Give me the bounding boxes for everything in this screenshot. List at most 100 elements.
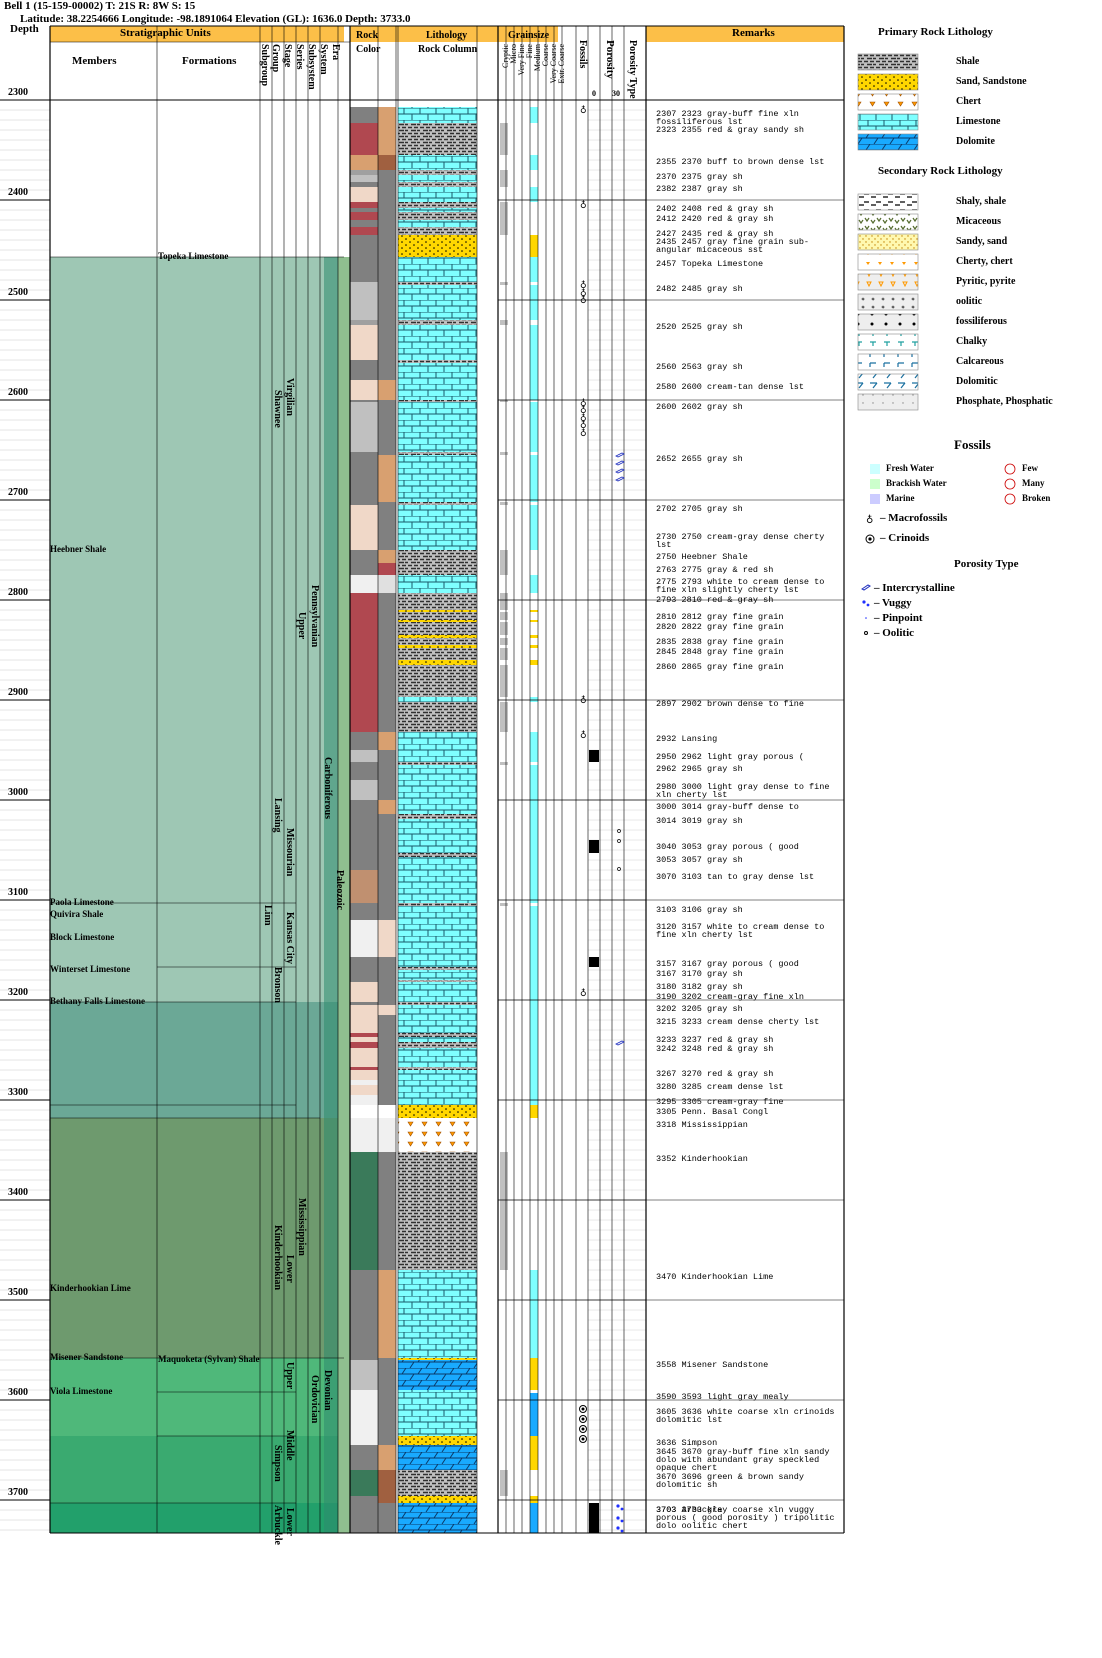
rock-color-a (350, 635, 378, 638)
remark-entry: 3242 3248 red & gray sh (656, 1044, 774, 1054)
rock-color-a (350, 732, 378, 750)
depth-tick-label: 2800 (8, 587, 28, 598)
vuggy-icon (866, 603, 870, 607)
remark-entry: 2652 2655 gray sh (656, 454, 743, 464)
grainsize-bar (530, 1360, 538, 1390)
rock-color-b (378, 635, 396, 638)
stage-label: Middle (284, 1430, 295, 1461)
grainsize-bar (530, 906, 538, 1105)
vuggy-mark (616, 1504, 620, 1508)
legend-primary-item: Shale (956, 56, 980, 67)
members-header: Members (72, 55, 117, 67)
lithology-interval (398, 325, 477, 360)
grainsize-bar (530, 187, 538, 202)
grainsize-bar (500, 452, 508, 455)
rock-color-b (378, 870, 396, 903)
rock-color-a (350, 360, 378, 363)
lithology-interval (398, 765, 477, 780)
legend-primary-item: Chert (956, 96, 981, 107)
grainsize-bar (500, 593, 508, 610)
rock-color-b (378, 505, 396, 530)
rock-color-b (378, 1070, 396, 1080)
rock-color-b (378, 282, 396, 285)
legend-secondary-item-swatch (857, 293, 919, 311)
lithology-interval (398, 780, 477, 800)
rock-color-b (378, 593, 396, 610)
porosity-type-label: – Vuggy (874, 597, 912, 609)
rock-color-b (378, 906, 396, 920)
legend-primary-title: Primary Rock Lithology (878, 26, 993, 38)
rock-color-b (378, 765, 396, 780)
group-label: Shawnee (272, 390, 283, 428)
legend-primary-item-swatch (857, 133, 919, 151)
oolitic-mark (617, 829, 621, 833)
rock-color-a (350, 170, 378, 175)
rock-color-b (378, 1037, 396, 1042)
rock-color-a (350, 380, 378, 400)
grainsize-bar (530, 107, 538, 123)
macrofossil-mark: ♁ (580, 200, 587, 211)
porosity-type-header: Porosity Type (627, 40, 638, 99)
rock-color-b (378, 853, 396, 857)
vuggy-mark (620, 1519, 624, 1523)
lithology-interval (398, 400, 477, 402)
rock-color-b (378, 982, 396, 990)
stage-label: Kansas City (284, 912, 295, 964)
lithology-interval (398, 800, 477, 814)
macrofossil-mark: ♁ (580, 105, 587, 116)
legend-secondary-item-swatch (857, 233, 919, 251)
depth-tick-label: 2600 (8, 387, 28, 398)
member-label: Viola Limestone (50, 1386, 113, 1396)
macrofossil-mark: ♁ (580, 730, 587, 741)
rock-color-b (378, 220, 396, 227)
lithology-interval (398, 622, 477, 635)
lithology-interval (398, 257, 477, 282)
lithology-interval (398, 175, 477, 182)
rock-color-b (378, 819, 396, 840)
grainsize-bar (530, 325, 538, 400)
rock-color-a (350, 970, 378, 980)
lithology-interval (398, 967, 477, 970)
grainsize-bar (500, 702, 508, 732)
rock-column-header: Rock Column (418, 44, 478, 55)
lithology-interval (398, 1118, 477, 1152)
remark-entry: 3167 3170 gray sh (656, 969, 743, 979)
rock-color-b (378, 702, 396, 732)
remark-entry: 3040 3053 gray porous ( good (656, 842, 799, 852)
porosity-type-label: – Oolitic (874, 627, 915, 639)
rock-color-b (378, 814, 396, 819)
rock-color-a (350, 1445, 378, 1470)
remark-entry: 3014 3019 gray sh (656, 816, 743, 826)
grainsize-bar (530, 1503, 538, 1533)
rock-color-b (378, 638, 396, 645)
porosity-header: Porosity (604, 40, 616, 79)
era-label: Paleozoic (334, 870, 345, 910)
member-label: Bethany Falls Limestone (50, 996, 146, 1006)
vuggy-icon (862, 600, 866, 604)
rock-color-b (378, 660, 396, 665)
rock-color-b (378, 622, 396, 635)
remark-entry: 2835 2838 gray fine grain (656, 637, 784, 647)
rock-color-b (378, 1503, 396, 1533)
depth-tick-label: 3300 (8, 1087, 28, 1098)
lithology-interval (398, 593, 477, 610)
grainsize-bar (530, 1436, 538, 1445)
rock-color-b (378, 1470, 396, 1496)
depth-tick-label: 3100 (8, 887, 28, 898)
legend-secondary-item: fossiliferous (956, 316, 1007, 327)
legend-primary-item: Sand, Sandstone (956, 76, 1027, 87)
rock-color-b (378, 1005, 396, 1015)
crinoid-mark (579, 1435, 587, 1443)
rock-color-b (378, 402, 396, 452)
rock-color-b (378, 1042, 396, 1048)
lithology-interval (398, 1436, 477, 1445)
rock-color-b (378, 1033, 396, 1037)
rock-color-a (350, 853, 378, 857)
lithology-interval (398, 970, 477, 980)
lithology-interval (398, 155, 477, 170)
lithology-interval (398, 982, 477, 990)
rock-color-b (378, 325, 396, 360)
rock-color-b (378, 175, 396, 182)
strat-band (50, 1358, 344, 1436)
grain-header-bar (498, 26, 558, 42)
